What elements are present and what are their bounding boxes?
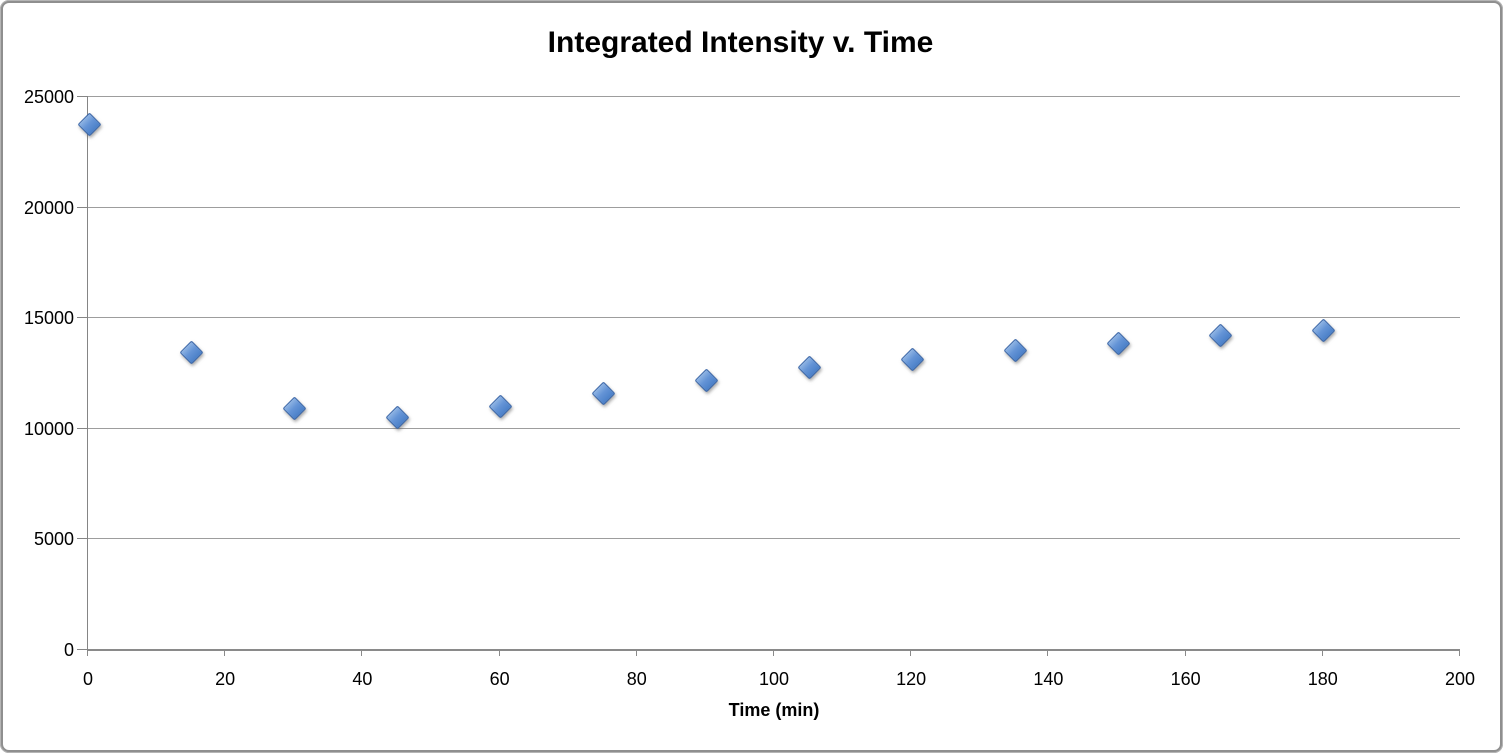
y-axis-tick [77,427,88,429]
y-tick-label: 10000 [23,418,74,439]
data-point-marker [1208,323,1233,348]
diamond-icon [1208,323,1233,348]
y-gridline [88,206,1460,208]
diamond-icon [694,367,719,393]
y-gridline [88,427,1460,429]
x-tick-label: 140 [1033,669,1064,689]
data-point-marker [385,405,410,430]
x-axis-tick [635,651,637,656]
data-point-marker [282,396,307,421]
x-tick-label: 200 [1444,669,1476,689]
data-point-marker [488,394,513,419]
diamond-icon [488,394,513,419]
y-tick-label: 15000 [23,308,74,329]
x-tick-label: 60 [489,669,510,689]
data-point-marker [694,367,719,393]
x-axis-tick [773,651,774,656]
x-axis-line [88,649,1460,651]
y-axis-line [87,97,88,655]
x-axis-tick [1321,651,1323,656]
y-gridline [88,317,1460,319]
diamond-icon [76,112,102,137]
diamond-icon [1311,318,1336,343]
chart-title: Integrated Intensity v. Time [547,26,934,59]
data-point-marker [1311,318,1336,343]
x-axis-tick [361,651,363,656]
x-tick-label: 120 [896,669,927,689]
x-tick-label: 20 [215,669,236,689]
x-axis-tick [1047,651,1049,656]
diamond-icon [179,340,204,365]
x-axis-tick [87,651,88,656]
y-tick-label: 25000 [23,87,74,107]
data-point-marker [76,112,102,137]
data-point-marker [1105,331,1131,356]
x-axis-tick [910,651,912,656]
x-tick-label: 40 [352,669,373,689]
x-tick-label: 180 [1307,669,1338,689]
diamond-icon [797,355,822,380]
y-tick-label: 0 [63,640,74,660]
data-point-marker [900,346,925,372]
x-tick-label: 100 [758,669,790,689]
y-axis-tick [77,649,88,650]
x-tick-label: 160 [1170,669,1201,689]
x-axis-tick [224,651,226,656]
y-gridline [88,96,1460,97]
y-gridline [88,538,1460,540]
data-point-marker [179,340,204,365]
x-tick-label: 80 [626,669,647,689]
y-axis-tick [77,206,88,208]
data-point-marker [1003,338,1028,363]
x-axis-tick [498,651,500,656]
y-axis-tick [77,96,88,97]
x-axis-title: Time (min) [728,700,820,720]
y-axis-tick [77,317,88,319]
y-axis-tick [77,538,88,540]
y-tick-label: 5000 [33,529,74,550]
diamond-icon [282,396,307,421]
diamond-icon [385,405,410,430]
data-point-marker [591,381,616,406]
diamond-icon [591,381,616,406]
data-point-marker [797,355,822,380]
y-tick-label: 20000 [23,197,74,218]
x-axis-tick [1459,651,1460,656]
x-axis-tick [1184,651,1186,656]
diamond-icon [1105,331,1131,356]
diamond-icon [1003,338,1028,363]
x-tick-label: 0 [82,669,94,689]
diamond-icon [900,346,925,372]
